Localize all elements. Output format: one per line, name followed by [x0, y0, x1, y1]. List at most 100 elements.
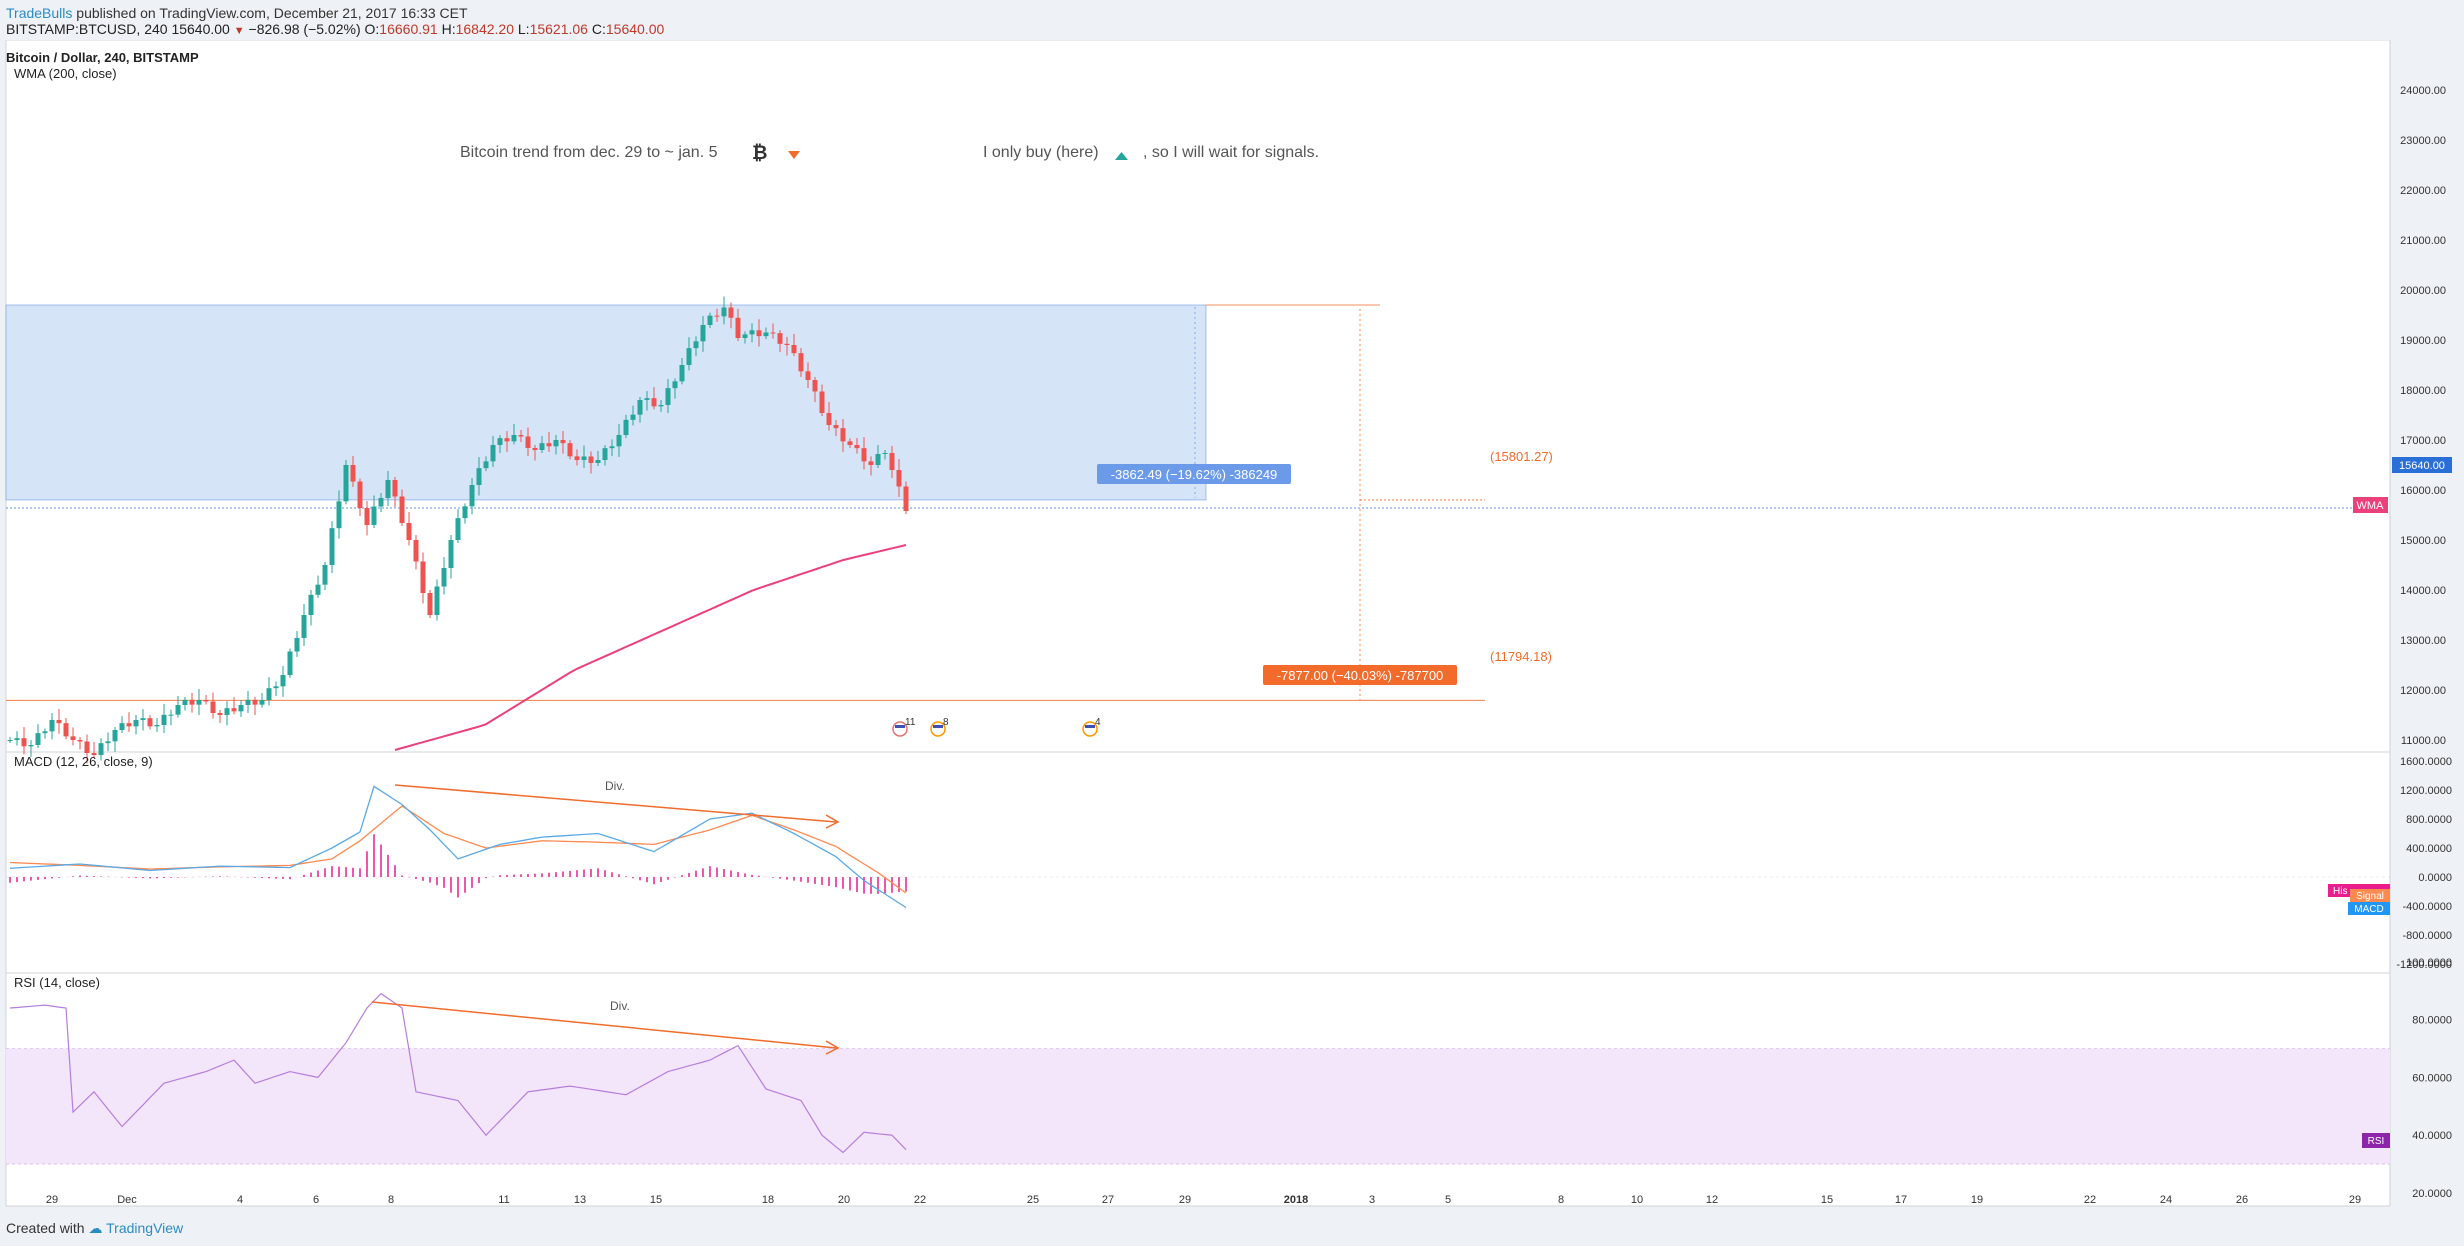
- level-15801-label: (15801.27): [1490, 449, 1553, 464]
- candle: [28, 745, 34, 747]
- time-tick-label: 15: [1821, 1194, 1833, 1206]
- macd-histogram[interactable]: [9, 834, 907, 898]
- annotation-buy-text[interactable]: I only buy (here): [983, 144, 1099, 161]
- time-tick-label: 29: [2349, 1194, 2361, 1206]
- macd-divergence-trendline[interactable]: [394, 784, 837, 823]
- main-pane[interactable]: Bitcoin / Dollar, 240, BITSTAMP WMA (200…: [5, 50, 2390, 764]
- flag-stripe: [1085, 725, 1095, 728]
- wma-indicator-label[interactable]: WMA (200, close): [14, 66, 117, 81]
- target-badge[interactable]: -7877.00 (−40.03%) -787700: [1263, 665, 1457, 685]
- candle: [658, 405, 664, 407]
- time-axis[interactable]: 29 Dec 4 6 8 11 13 15 18 20 22 25 27 29 2018 3 5 8 10 12 15 1…: [46, 1194, 2361, 1206]
- candle: [112, 730, 118, 742]
- candle: [7, 740, 13, 741]
- candle: [777, 333, 783, 344]
- macd-tick-label: 1200.0000: [2400, 785, 2452, 797]
- rsi-divergence-trendline[interactable]: [371, 1001, 837, 1049]
- candle: [364, 508, 370, 525]
- candle: [889, 453, 895, 470]
- time-tick-label: Dec: [117, 1194, 137, 1206]
- candle: [700, 325, 706, 342]
- down-arrow-icon: ▼: [233, 25, 245, 37]
- price-tick-label: 15000.00: [2400, 535, 2446, 547]
- price-tick-label: 18000.00: [2400, 385, 2446, 397]
- candlestick-series[interactable]: [7, 296, 909, 764]
- macd-tick-label: -400.0000: [2402, 901, 2452, 913]
- event-flag-1[interactable]: 11: [892, 717, 916, 737]
- candle: [595, 460, 601, 463]
- event-flag-2[interactable]: 8: [930, 717, 949, 737]
- candle: [280, 675, 286, 687]
- rsi-tick-label: 80.0000: [2412, 1015, 2452, 1027]
- time-tick-label: 22: [914, 1194, 926, 1206]
- candle: [350, 465, 356, 482]
- price-range-zone[interactable]: [5, 304, 1207, 501]
- author-link[interactable]: TradeBulls: [6, 5, 73, 21]
- candle: [665, 388, 671, 405]
- created-with-text: Created with: [6, 1220, 85, 1236]
- candle: [469, 485, 475, 507]
- candle: [133, 720, 139, 727]
- candle: [868, 461, 874, 465]
- chart-canvas[interactable]: Bitcoin / Dollar, 240, BITSTAMP WMA (200…: [0, 40, 2464, 1212]
- candle: [805, 371, 811, 380]
- zone-badge[interactable]: -3862.49 (−19.62%) -386249: [1097, 464, 1291, 484]
- macd-legend-tags: His Signal MACD: [2328, 884, 2390, 915]
- candle: [21, 738, 27, 747]
- candle: [63, 723, 69, 737]
- signal-line[interactable]: [9, 805, 907, 894]
- candle: [371, 506, 377, 525]
- candle: [399, 496, 405, 523]
- time-tick-label: 13: [574, 1194, 586, 1206]
- price-axis[interactable]: 24000.00 23000.00 22000.00 21000.00 20000.00…: [2400, 85, 2446, 747]
- candle: [357, 481, 363, 508]
- candle: [644, 398, 650, 400]
- price-tick-label: 12000.00: [2400, 685, 2446, 697]
- candle: [231, 708, 237, 712]
- rsi-tag-text: RSI: [2368, 1136, 2385, 1147]
- time-tick-label: 10: [1631, 1194, 1643, 1206]
- rsi-band: [6, 1048, 2390, 1165]
- rsi-line[interactable]: [9, 992, 907, 1154]
- candle: [119, 723, 125, 730]
- rsi-divergence-label: Div.: [610, 999, 630, 1013]
- footer: Created with ☁ TradingView: [6, 1220, 183, 1237]
- macd-pane-title[interactable]: MACD (12, 26, close, 9): [14, 754, 153, 769]
- candle: [833, 425, 839, 429]
- candle: [217, 713, 223, 715]
- arrow-head-icon: [825, 1040, 840, 1055]
- rsi-pane-title[interactable]: RSI (14, close): [14, 975, 100, 990]
- candle: [546, 443, 552, 447]
- tradingview-link[interactable]: TradingView: [106, 1220, 184, 1236]
- event-flag-3[interactable]: 4: [1082, 717, 1101, 737]
- macd-axis[interactable]: 1600.0000 1200.0000 800.0000 400.0000 0.0000…: [2396, 756, 2452, 971]
- candle: [273, 686, 279, 689]
- time-tick-label: 22: [2084, 1194, 2096, 1206]
- rsi-pane[interactable]: RSI (14, close) Div.: [6, 975, 2390, 1165]
- candle: [504, 438, 510, 442]
- wma-tag: WMA: [2353, 497, 2388, 513]
- wma-line[interactable]: [394, 544, 907, 751]
- candle: [903, 486, 909, 511]
- wma-tag-bg: [2353, 497, 2388, 513]
- histogram-tag-text: His: [2333, 886, 2347, 897]
- candle: [812, 380, 818, 392]
- rsi-axis[interactable]: 100.0000 80.0000 60.0000 40.0000 20.0000: [2406, 957, 2452, 1200]
- time-tick-label: 8: [388, 1194, 394, 1206]
- candle: [322, 565, 328, 585]
- candle: [126, 723, 132, 727]
- candle: [14, 738, 20, 740]
- macd-pane[interactable]: MACD (12, 26, close, 9) Div.: [6, 754, 2390, 909]
- candle: [203, 700, 209, 702]
- signal-tag-text: Signal: [2356, 891, 2384, 902]
- price-tick-label: 11000.00: [2401, 735, 2446, 747]
- candle: [441, 568, 447, 587]
- price-change: −826.98 (−5.02%): [248, 21, 361, 37]
- annotation-wait-text[interactable]: , so I will wait for signals.: [1143, 144, 1319, 161]
- candle: [42, 731, 48, 734]
- candle: [161, 714, 167, 725]
- annotation-trend-text[interactable]: Bitcoin trend from dec. 29 to ~ jan. 5: [460, 144, 718, 161]
- macd-divergence-label: Div.: [605, 779, 625, 793]
- candle: [147, 718, 153, 727]
- rsi-tag-bg: [2362, 1133, 2390, 1148]
